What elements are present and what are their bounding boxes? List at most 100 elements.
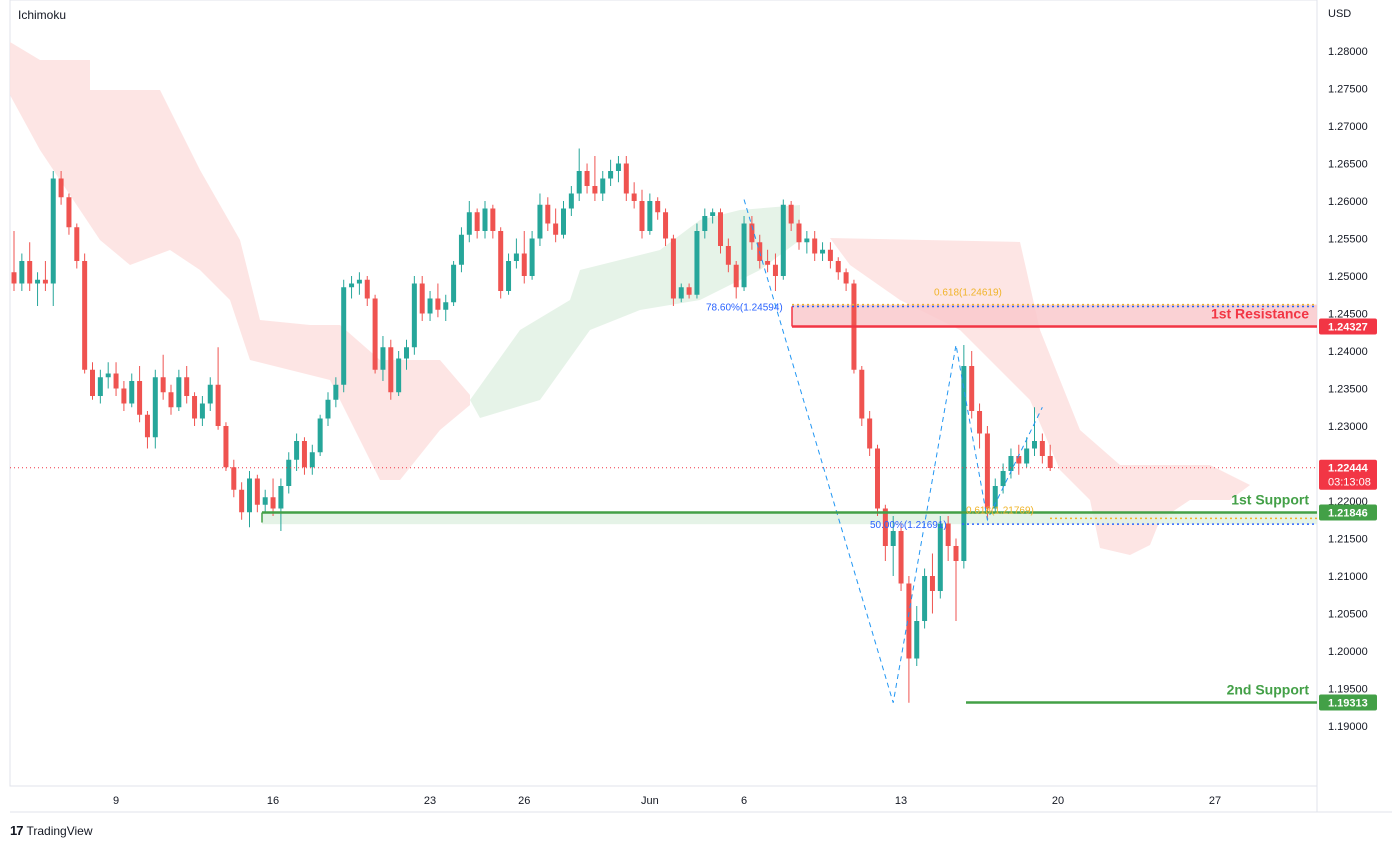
candle-body (349, 283, 355, 288)
fib-618-lower-label: 0.618(1.21769) (966, 505, 1034, 516)
currency-label: USD (1328, 8, 1352, 20)
candle-body (875, 448, 880, 509)
candle-body (35, 279, 41, 284)
fib-618-upper-label: 0.618(1.24619) (934, 288, 1002, 299)
candle-body (451, 264, 457, 303)
candle-body (718, 212, 723, 246)
candle-body (961, 366, 967, 561)
candles-group (11, 148, 1053, 703)
candle-body (42, 279, 48, 284)
x-tick-label: Jun (641, 795, 659, 807)
candle-body (474, 212, 480, 231)
y-tick-label: 1.19500 (1328, 684, 1368, 696)
y-tick-label: 1.27500 (1328, 84, 1368, 96)
candle-body (105, 373, 111, 378)
candle-body (388, 347, 394, 393)
candle-body (867, 418, 873, 449)
indicator-label[interactable]: Ichimoku (18, 8, 67, 22)
candle-body (137, 381, 143, 415)
candle-body (592, 186, 598, 194)
candle-body (631, 193, 637, 201)
candle-body (670, 238, 676, 299)
candle-body (1039, 441, 1045, 456)
candle-body (419, 283, 425, 314)
candle-body (317, 418, 323, 453)
candle-body (152, 377, 158, 438)
candle-body (90, 369, 95, 396)
candle-body (286, 459, 292, 486)
candle-body (623, 163, 629, 194)
candle-body (749, 223, 755, 243)
candle-body (1000, 471, 1006, 486)
y-tick-label: 1.21500 (1328, 534, 1368, 546)
candle-body (341, 287, 347, 385)
candle-body (678, 287, 684, 299)
tradingview-footer[interactable]: 17 TradingView (10, 823, 93, 838)
candle-body (50, 178, 56, 284)
candle-body (404, 347, 409, 359)
candle-body (482, 208, 488, 231)
candle-body (1032, 441, 1037, 449)
candle-body (144, 414, 150, 438)
candle-body (129, 381, 135, 404)
resistance-zone (792, 304, 1317, 327)
candle-body (168, 392, 174, 408)
y-tick-label: 1.26000 (1328, 196, 1368, 208)
candle-body (545, 204, 551, 224)
y-tick-label: 1.23500 (1328, 384, 1368, 396)
candle-body (262, 497, 268, 505)
candle-body (765, 261, 771, 265)
candle-body (812, 238, 818, 254)
candle-body (969, 366, 975, 411)
zigzag-line (743, 199, 1043, 703)
candle-body (294, 441, 300, 460)
candle-body (207, 384, 213, 404)
candle-body (710, 212, 716, 216)
candle-body (772, 264, 778, 276)
candle-body (655, 201, 661, 213)
candle-body (231, 467, 237, 490)
candle-body (364, 279, 370, 299)
candle-body (199, 403, 205, 419)
candle-body (835, 261, 841, 273)
candle-body (937, 523, 943, 591)
candle-body (309, 452, 315, 468)
resistance-name-label: 1st Resistance (1211, 305, 1309, 321)
candle-body (356, 279, 362, 284)
candle-body (239, 489, 245, 513)
x-tick-label: 20 (1052, 795, 1064, 807)
y-tick-label: 1.19000 (1328, 721, 1368, 733)
candle-body (584, 171, 590, 186)
candle-body (58, 178, 64, 198)
candle-body (498, 231, 504, 291)
candle-body (466, 212, 472, 235)
candle-body (1008, 456, 1014, 471)
y-tick-label: 1.25000 (1328, 271, 1368, 283)
candle-body (788, 204, 794, 224)
candle-body (113, 373, 119, 389)
ichimoku-cloud-bullish (470, 205, 800, 418)
y-tick-label: 1.28000 (1328, 46, 1368, 58)
x-tick-label: 13 (895, 795, 907, 807)
candle-body (380, 347, 386, 370)
candle-body (192, 396, 198, 419)
candle-body (686, 287, 692, 295)
support1-price-tag-bg (1319, 504, 1377, 521)
candle-body (184, 377, 190, 396)
candle-body (325, 399, 331, 419)
candle-body (820, 249, 826, 254)
candle-body (914, 621, 920, 659)
candle-body (278, 486, 284, 509)
candle-body (647, 201, 653, 231)
plot-area (9, 0, 1318, 787)
candle-body (929, 576, 935, 591)
candle-body (458, 234, 464, 265)
candle-body (506, 261, 512, 291)
x-tick-label: 27 (1209, 795, 1221, 807)
candle-body (215, 384, 221, 426)
candle-body (898, 531, 904, 584)
fib-786-label: 78.60%(1.24594) (706, 302, 783, 313)
candle-body (529, 238, 535, 276)
